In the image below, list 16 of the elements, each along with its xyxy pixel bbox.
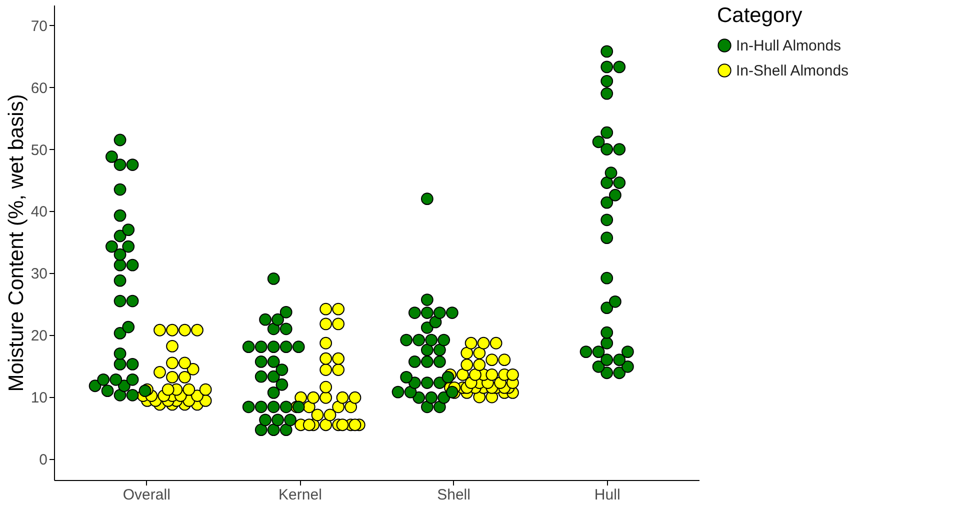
- y-tick-label: 20: [30, 328, 48, 345]
- y-axis-title: Moisture Content (%, wet basis): [4, 94, 28, 392]
- x-tick-label: Kernel: [278, 486, 322, 504]
- x-tick-label: Overall: [122, 486, 170, 504]
- legend-label: In-Hull Almonds: [736, 38, 842, 54]
- y-tick-label: 50: [30, 142, 48, 159]
- y-tick-label: 10: [30, 390, 48, 407]
- legend-label: In-Shell Almonds: [736, 62, 849, 80]
- y-tick-label: 30: [30, 266, 48, 283]
- y-tick-label: 40: [30, 204, 48, 221]
- legend-title: Category: [717, 4, 803, 27]
- y-tick-label: 0: [39, 451, 48, 468]
- y-tick-label: 70: [30, 18, 48, 35]
- x-tick-label: Shell: [437, 486, 470, 504]
- x-tick-label: Hull: [594, 486, 620, 504]
- y-tick-label: 60: [30, 80, 48, 97]
